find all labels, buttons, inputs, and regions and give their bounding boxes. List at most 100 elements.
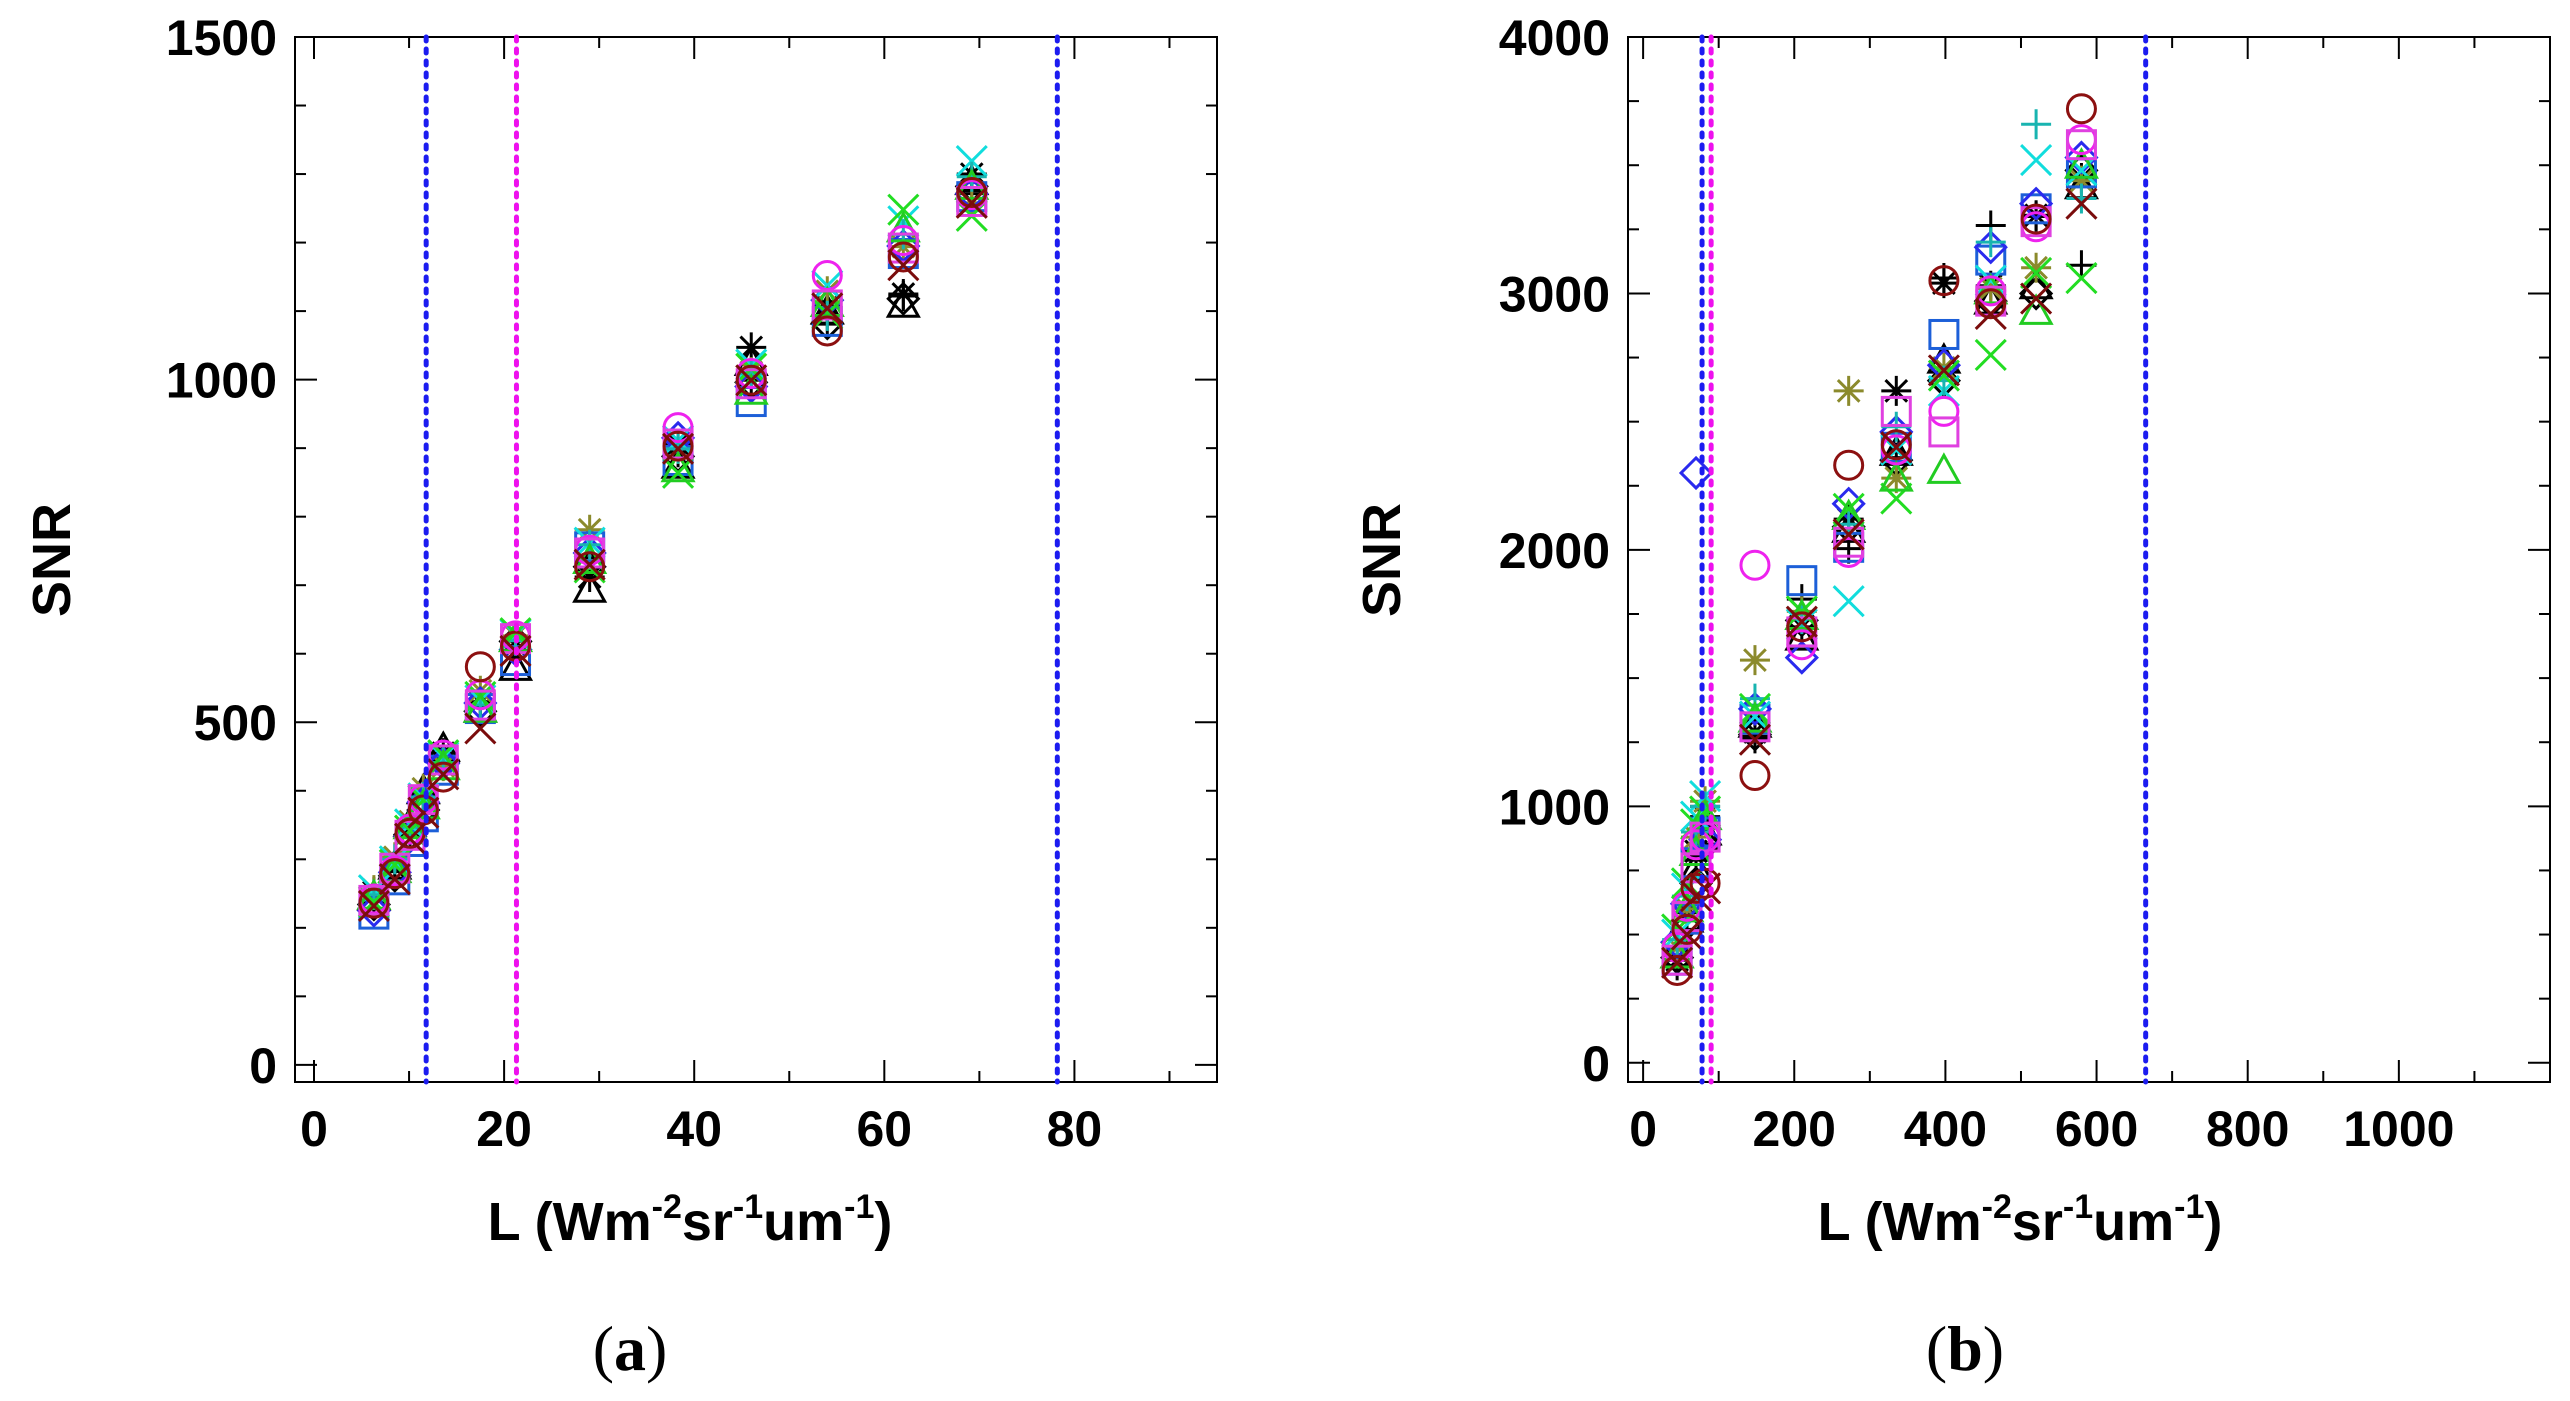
- data-point-b-blue-square: [1786, 565, 1818, 597]
- data-point-b-cyan-x: [1832, 585, 1865, 618]
- data-point-b-darkred-x: [1927, 354, 1960, 387]
- chart-panel-b: 0 200 400 600 800 1000 0 1000 2000 3000 4000 SNR L…: [1352, 10, 2551, 1384]
- data-point-b-magenta-square: [2065, 129, 2097, 161]
- data-point-a-olive-asterisk: [574, 514, 605, 545]
- data-point-a-darkred-x: [573, 548, 606, 581]
- data-point-b-darkred-circle: [2020, 203, 2052, 235]
- data-point-a-darkred-x: [464, 712, 497, 745]
- data-point-b-blue-diamond: [1678, 455, 1714, 491]
- data-point-a-darkred-x: [378, 863, 411, 896]
- data-point-b-olive-asterisk: [2066, 165, 2097, 196]
- plot-area-b: 0 200 400 600 800 1000 0 1000 2000 3000 4000: [1499, 10, 2551, 1157]
- data-point-a-darkred-circle: [735, 364, 767, 396]
- x-tick-label-a: 20: [476, 1101, 532, 1157]
- data-point-b-blue-diamond: [1737, 691, 1773, 726]
- data-point-b-cyan-plus: [1975, 227, 2006, 258]
- y-tick-label-b: 4000: [1499, 10, 1610, 66]
- data-point-b-green-x: [1738, 692, 1772, 725]
- data-point-a-blue-diamond: [356, 893, 392, 928]
- data-point-b-darkred-x: [1670, 918, 1704, 951]
- data-point-b-green-triangle: [1878, 459, 1914, 492]
- data-point-b-cyan-x: [2065, 154, 2098, 187]
- data-point-b-olive-asterisk: [1739, 645, 1770, 676]
- data-point-b-darkred-x: [2020, 282, 2053, 315]
- data-point-b-green-triangle: [1926, 452, 1962, 484]
- data-point-a-darkred-x: [887, 249, 920, 282]
- data-point-b-darkred-circle: [1880, 429, 1912, 461]
- data-point-b-black-asterisk: [1881, 375, 1912, 406]
- data-point-a-darkred-x: [427, 758, 460, 791]
- data-point-a-cyan-x: [955, 144, 988, 178]
- data-point-a-darkred-x: [407, 796, 440, 829]
- data-point-a-black-triangle: [497, 649, 534, 681]
- data-point-b-darkred-circle: [1739, 760, 1771, 792]
- data-point-b-green-triangle: [2063, 147, 2099, 179]
- data-point-a-darkred-circle: [662, 430, 694, 462]
- data-point-b-cyan-x: [1738, 700, 1772, 733]
- y-tick-label-a: 1000: [166, 353, 277, 409]
- x-tick-label-b: 600: [2055, 1101, 2138, 1157]
- data-point-a-darkred-x: [357, 889, 390, 922]
- panel-label-a: (a): [593, 1313, 668, 1384]
- data-point-b-magenta-square: [1689, 821, 1721, 853]
- data-point-a-black-triangle: [572, 571, 608, 603]
- data-point-a-darkred-circle: [464, 651, 496, 683]
- data-point-b-darkred-x: [1661, 946, 1694, 979]
- data-point-b-magenta-square: [1880, 395, 1912, 427]
- data-point-b-darkred-x: [1689, 872, 1722, 905]
- data-point-a-darkred-x: [393, 822, 427, 855]
- plot-frame-a: [294, 36, 1218, 1083]
- data-point-b-magenta-square: [1928, 416, 1960, 448]
- data-point-b-olive-asterisk: [1881, 463, 1912, 494]
- data-point-b-darkred-x: [1832, 518, 1865, 551]
- data-point-a-darkred-x: [811, 292, 844, 325]
- data-point-b-black-asterisk: [2021, 200, 2052, 231]
- data-point-a-darkred-circle: [956, 177, 988, 209]
- y-tick-label-b: 0: [1582, 1036, 1610, 1092]
- data-point-a-green-x: [887, 193, 920, 226]
- panel-label-b: (b): [1926, 1313, 2004, 1384]
- y-tick-label-a: 1500: [166, 10, 277, 66]
- x-tick-label-a: 80: [1047, 1101, 1103, 1157]
- data-point-b-black-diamond: [1926, 363, 1962, 398]
- data-point-b-green-triangle: [1737, 701, 1773, 733]
- data-point-a-magenta-square: [574, 537, 606, 569]
- data-point-b-darkred-circle: [1689, 867, 1721, 899]
- data-point-b-darkred-x: [1880, 431, 1913, 464]
- data-point-a-black-triangle: [885, 286, 921, 318]
- x-tick-label-a: 60: [857, 1101, 913, 1157]
- data-point-a-magenta-square: [811, 289, 843, 321]
- chart-panel-a: 0 20 40 60 80 0 500 1000 1500 SNR L (Wm-2sr-1um-…: [22, 10, 1218, 1384]
- data-point-b-green-x: [1927, 359, 1960, 392]
- data-point-a-darkred-circle: [574, 551, 606, 583]
- data-point-a-green-x: [661, 456, 695, 489]
- data-point-a-darkred-circle: [358, 887, 390, 919]
- x-axis-label-a: L (Wm-2sr-1um-1): [488, 1188, 893, 1252]
- data-point-a-green-triangle: [660, 450, 696, 483]
- data-point-b-green-x: [2020, 256, 2053, 289]
- data-point-a-green-triangle: [954, 168, 990, 200]
- data-point-b-darkred-x: [1974, 297, 2007, 331]
- x-tick-label-b: 200: [1753, 1101, 1836, 1157]
- plot-frame-b: [1627, 36, 2551, 1083]
- data-point-a-green-triangle: [356, 878, 392, 910]
- data-point-b-black-plus: [2066, 250, 2097, 281]
- y-tick-label-b: 2000: [1499, 523, 1610, 579]
- x-tick-label-b: 0: [1629, 1101, 1657, 1157]
- x-tick-label-a: 40: [666, 1101, 722, 1157]
- data-point-b-green-x: [2065, 261, 2098, 295]
- data-point-a-darkred-circle: [887, 241, 919, 273]
- data-point-b-darkred-circle: [1833, 449, 1865, 481]
- plot-area-a: 0 20 40 60 80 0 500 1000 1500: [166, 10, 1218, 1157]
- data-point-b-black-asterisk: [1928, 268, 1959, 299]
- data-point-b-olive-asterisk: [2021, 252, 2052, 283]
- data-point-b-cyan-plus: [2021, 109, 2052, 140]
- data-point-b-cyan-plus: [2066, 183, 2097, 214]
- y-axis-label-a: SNR: [22, 503, 82, 617]
- data-point-b-cyan-x: [1974, 264, 2007, 297]
- data-point-a-darkred-circle: [811, 315, 843, 347]
- data-point-b-darkred-x: [1738, 723, 1772, 756]
- data-point-b-magenta-square: [1833, 526, 1865, 558]
- y-axis-label-b: SNR: [1352, 503, 1412, 617]
